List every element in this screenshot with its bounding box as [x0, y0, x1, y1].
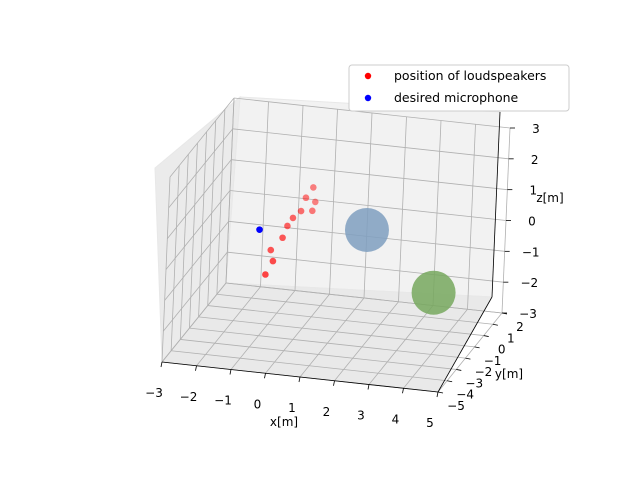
y-tick-mark [447, 380, 453, 383]
y-tick-mark [492, 323, 498, 326]
grid-line-z-back [231, 159, 508, 191]
z-tick-label: 3 [532, 122, 540, 136]
x-tick-mark [229, 369, 232, 375]
legend: position of loudspeakers desired microph… [348, 64, 570, 112]
grid-line-y-floor [171, 350, 448, 382]
y-tick-label: −3 [465, 376, 483, 390]
x-tick-label: 1 [288, 401, 296, 415]
sphere-2 [411, 270, 456, 315]
x-tick-label: 3 [357, 409, 365, 423]
x-tick-label: −1 [214, 394, 232, 408]
grid-line-z-back [227, 251, 504, 283]
x-tick-mark [333, 380, 335, 386]
grid-line-z-back [229, 190, 507, 221]
grid-line-z-left [164, 221, 229, 301]
grid-line-y-floor [198, 316, 475, 348]
y-tick-label: 0 [498, 343, 506, 357]
y-tick-mark [483, 335, 489, 337]
data-marks [256, 184, 456, 315]
loudspeaker-point [284, 222, 291, 230]
x-tick-mark [195, 365, 197, 371]
x-tick-mark [160, 361, 163, 368]
y-tick-mark [456, 369, 462, 371]
y-axis-line [437, 296, 493, 393]
grid-line-z-back [225, 282, 503, 314]
y-tick-mark [474, 346, 480, 349]
y-tick-mark [437, 391, 444, 394]
grid-line-x-floor [368, 305, 434, 385]
z-tick-label: 0 [528, 215, 536, 229]
x-tick-mark [298, 376, 301, 383]
x-tick-label: −3 [145, 386, 163, 400]
loudspeaker-point [267, 246, 275, 254]
sphere-1 [344, 207, 389, 252]
y-tick-label: 1 [507, 331, 515, 345]
grid-lines [161, 97, 511, 393]
x-axis-label: x[m] [270, 415, 298, 429]
grid-line-x-floor [437, 312, 503, 393]
grid-line-x-floor [230, 290, 296, 370]
loudspeaker-point [279, 234, 286, 242]
grid-line-z-left [169, 97, 235, 178]
x-tick-label: 2 [323, 405, 331, 419]
y-tick-label: −4 [456, 388, 474, 402]
microphone-point [256, 226, 263, 233]
y-tick-label: −2 [475, 365, 493, 379]
y-tick-label: −1 [484, 354, 502, 368]
z-tick-label: 2 [531, 153, 539, 167]
grid-line-x-floor [196, 286, 261, 367]
grid-line-x-floor [299, 297, 365, 378]
y-tick-label: 2 [516, 320, 524, 334]
grid-line-z-left [167, 159, 232, 239]
axis-panes [154, 95, 501, 393]
grid-line-z-back [233, 97, 511, 129]
z-tick-label: −1 [522, 245, 540, 259]
z-axis-line [491, 111, 501, 298]
grid-line-z-left [163, 251, 228, 332]
z-axis-label: z[m] [536, 191, 563, 205]
z-tick-label: 1 [530, 184, 538, 198]
loudspeaker-point [310, 184, 317, 191]
x-tick-mark [436, 391, 439, 398]
grid-line-y-floor [216, 293, 493, 325]
y-tick-mark [465, 357, 471, 360]
grid-line-y-floor [207, 305, 484, 336]
grid-line-y-floor [189, 327, 466, 359]
y-tick-label: −5 [447, 399, 465, 413]
legend-label-loudspeakers: position of loudspeakers [394, 68, 546, 83]
x-tick-label: 5 [426, 416, 434, 430]
z-tick-label: −3 [519, 307, 537, 321]
loudspeaker-point [311, 198, 319, 206]
grid-line-x-floor [265, 293, 330, 374]
loudspeaker-point [297, 207, 305, 215]
x-tick-label: 4 [392, 412, 400, 426]
loudspeaker-point [269, 257, 277, 265]
legend-marker-loudspeakers [364, 72, 372, 80]
x-tick-mark [367, 384, 370, 390]
x-tick-mark [402, 388, 404, 394]
legend-marker-microphone [364, 94, 372, 102]
grid-line-x-floor [334, 301, 399, 382]
grid-line-z-left [165, 190, 231, 270]
x-tick-label: −2 [180, 390, 198, 404]
z-tick-label: −2 [520, 276, 538, 290]
x-tick-mark [264, 373, 266, 379]
grid-line-y-floor [180, 339, 457, 370]
loudspeaker-point [309, 207, 316, 215]
legend-box [348, 64, 570, 112]
loudspeaker-point [302, 194, 310, 202]
grid-line-z-back [232, 128, 509, 160]
loudspeaker-point [262, 271, 269, 278]
grid-line-z-left [161, 282, 227, 363]
loudspeaker-point [289, 214, 297, 222]
grid-line-x-floor [403, 308, 468, 389]
x-tick-label: 0 [254, 397, 262, 411]
grid-line-z-left [168, 128, 233, 209]
y-axis-label: y[m] [495, 367, 523, 381]
legend-label-microphone: desired microphone [394, 90, 519, 105]
